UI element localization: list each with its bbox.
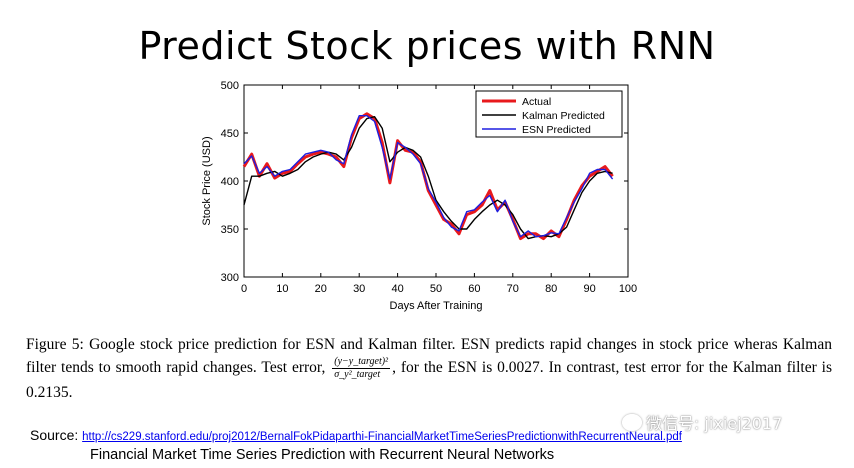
- y-tick-label: 450: [221, 128, 239, 140]
- y-axis-label: Stock Price (USD): [201, 136, 213, 225]
- stock-price-chart: 0 10 20 30 40 50 60 70 80 90 100 300 350 400 450 500 Da…: [201, 80, 638, 312]
- y-tick-label: 400: [221, 176, 239, 188]
- x-tick-label: 40: [391, 283, 403, 295]
- series-line-esn: [243, 114, 614, 238]
- figure-caption: Figure 5: Google stock price prediction …: [26, 333, 832, 404]
- y-tick-label: 350: [221, 224, 239, 236]
- series-line-kalman: [243, 115, 613, 240]
- series-line-actual: [242, 112, 614, 241]
- x-tick-label: 70: [507, 283, 519, 295]
- x-tick-label: 30: [353, 283, 365, 295]
- caption-text-part2: , for the ESN is 0.0027. In contrast, te…: [26, 359, 832, 401]
- slide-title: Predict Stock prices with RNN: [138, 24, 716, 68]
- x-axis-label: Days After Training: [390, 300, 483, 312]
- x-tick-label: 10: [276, 283, 288, 295]
- x-tick-label: 80: [545, 283, 557, 295]
- legend-entry-esn-label: ESN Predicted: [522, 124, 591, 136]
- y-tick-label: 300: [221, 272, 239, 284]
- wechat-icon: [622, 414, 642, 431]
- x-tick-label: 60: [468, 283, 480, 295]
- x-tick-label: 20: [315, 283, 327, 295]
- legend-entry-kalman-label: Kalman Predicted: [522, 110, 605, 122]
- axis-ticks: 0 10 20 30 40 50 60 70 80 90 100 300 350 400 450 500: [221, 80, 638, 295]
- source-line: Source: http://cs229.stanford.edu/proj20…: [30, 426, 850, 446]
- formula-denominator: σ_y²_target: [334, 369, 381, 380]
- chart-legend: Actual Kalman Predicted ESN Predicted: [475, 90, 623, 138]
- source-link[interactable]: http://cs229.stanford.edu/proj2012/Berna…: [82, 431, 682, 443]
- y-tick-label: 500: [221, 80, 239, 92]
- x-tick-label: 100: [619, 283, 637, 295]
- x-tick-label: 0: [241, 283, 247, 295]
- paper-title: Financial Market Time Series Prediction …: [90, 447, 555, 463]
- caption-text-part1: Figure 5: Google stock price prediction …: [26, 336, 832, 377]
- source-label: Source:: [30, 427, 79, 443]
- legend-entry-actual-label: Actual: [522, 96, 551, 108]
- x-tick-label: 90: [583, 283, 595, 295]
- x-tick-label: 50: [430, 283, 442, 295]
- formula-numerator: (y−y_target)²: [332, 356, 391, 369]
- wechat-watermark: 微信号: jixiej2017: [622, 410, 782, 434]
- test-error-formula: (y−y_target)² σ_y²_target: [332, 356, 391, 381]
- watermark-text: 微信号: jixiej2017: [646, 414, 783, 433]
- series-lines: [242, 112, 614, 241]
